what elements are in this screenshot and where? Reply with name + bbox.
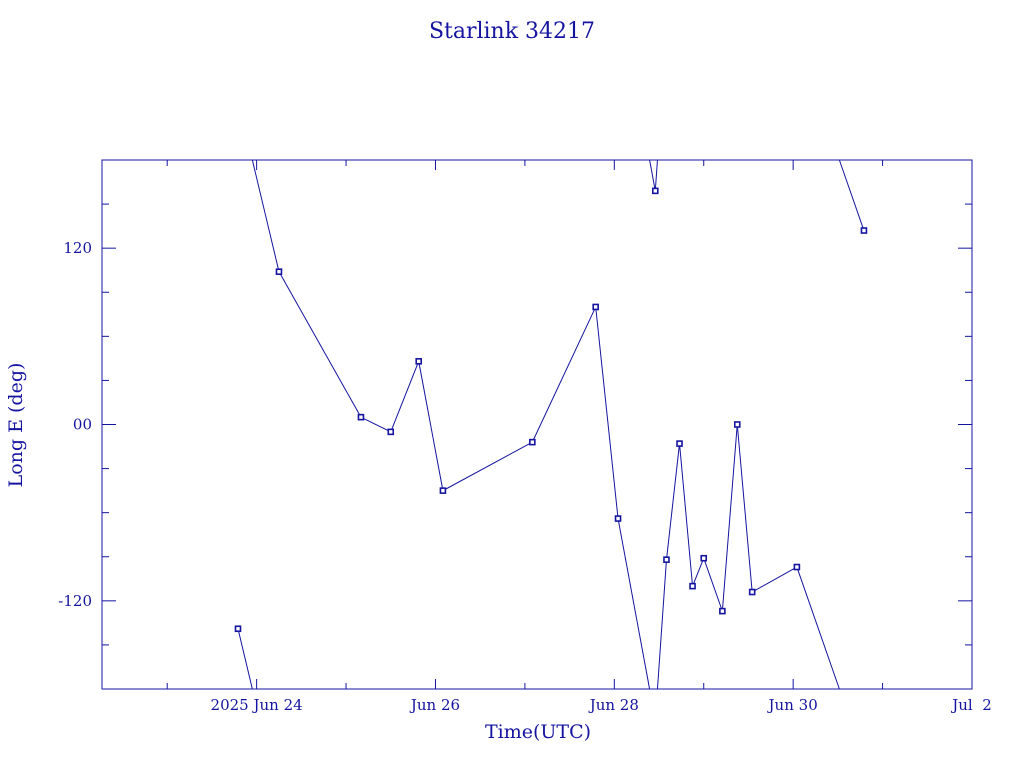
series-segment [751, 566, 798, 593]
x-tick-label: Jun 28 [588, 696, 639, 714]
data-point [357, 413, 365, 421]
series-segment [360, 416, 391, 433]
y-tick-labels: 120 00 -120 [58, 239, 92, 610]
data-point [439, 487, 447, 494]
data-point [415, 358, 423, 365]
series-segment [692, 558, 705, 587]
data-point [387, 428, 395, 436]
x-tick-labels: 2025 Jun 24 Jun 26 Jun 28 Jun 30 Jul 2 [211, 696, 992, 714]
y-tick-label: 00 [73, 416, 92, 434]
x-axis-label: Time(UTC) [485, 721, 591, 743]
data-point [234, 625, 242, 633]
plot-area [101, 159, 973, 690]
x-tick-label: Jun 26 [409, 696, 460, 714]
series-segment [418, 361, 444, 491]
series-group [234, 159, 868, 690]
series-segment [654, 159, 658, 191]
series-segment [237, 628, 253, 690]
data-point [614, 515, 622, 522]
series-segment [796, 566, 840, 690]
data-point [592, 303, 599, 311]
series-segment [649, 159, 656, 191]
data-point [700, 554, 708, 562]
data-point [663, 556, 670, 563]
axis-ticks [102, 160, 973, 689]
series-segment [665, 443, 681, 560]
data-point [860, 227, 868, 234]
x-tick-label: Jun 30 [767, 696, 818, 714]
x-tick-label: 2025 Jun 24 [211, 696, 303, 714]
data-point [689, 582, 696, 590]
series-segment [703, 558, 723, 612]
series-segment [390, 361, 420, 433]
series-segment [736, 424, 753, 593]
data-point [748, 588, 756, 596]
series-segment [617, 518, 651, 690]
data-point [719, 607, 726, 615]
y-axis-label: Long E (deg) [5, 363, 27, 488]
series-segment [721, 424, 738, 612]
plot-frame [101, 159, 973, 690]
y-tick-label: 120 [63, 239, 92, 257]
data-point [651, 187, 659, 195]
series-segment [442, 441, 533, 492]
series-segment [595, 306, 619, 519]
data-point [733, 421, 741, 428]
chart-title: Starlink 34217 [429, 19, 595, 44]
series-segment [838, 159, 865, 231]
series-segment [679, 443, 694, 587]
data-point [275, 268, 283, 275]
data-point [676, 440, 683, 447]
data-point [529, 438, 536, 446]
series-segment [656, 559, 667, 690]
series-segment [251, 159, 280, 272]
y-tick-label: -120 [58, 592, 92, 610]
x-tick-label: Jul 2 [950, 696, 992, 714]
series-segment [278, 271, 362, 418]
series-segment [531, 306, 597, 443]
data-point [793, 563, 801, 571]
